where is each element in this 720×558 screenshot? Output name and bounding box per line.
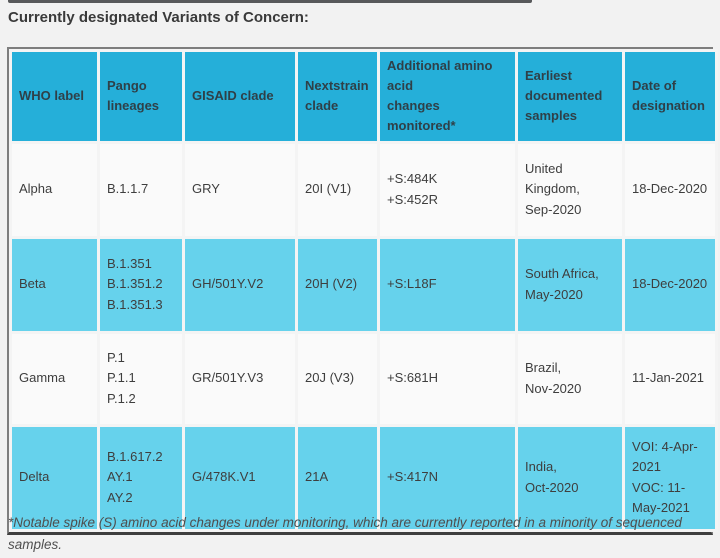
cell-gisaid-clade: GRY: [182, 140, 298, 239]
cell-date-designation: 18-Dec-2020: [622, 235, 718, 334]
cell-who-label: Gamma: [9, 330, 100, 427]
cell-date-designation: VOI: 4-Apr-2021 VOC: 11-May-2021: [622, 423, 718, 532]
column-header-gisaid-clade: GISAID clade: [182, 49, 298, 144]
cell-pango-lineages: B.1.1.7: [97, 140, 185, 239]
cell-amino-acid-changes: +S:417N: [377, 423, 518, 532]
cell-earliest-samples: United Kingdom, Sep-2020: [515, 140, 625, 239]
cell-amino-acid-changes: +S:L18F: [377, 235, 518, 334]
table-row-beta: Beta B.1.351 B.1.351.2 B.1.351.3 GH/501Y…: [9, 235, 718, 334]
cell-who-label: Alpha: [9, 140, 100, 239]
cell-earliest-samples: Brazil, Nov-2020: [515, 330, 625, 427]
header-row: WHO label Pango lineages GISAID clade Ne…: [9, 49, 718, 144]
table-row-alpha: Alpha B.1.1.7 GRY 20I (V1) +S:484K +S:45…: [9, 140, 718, 239]
cell-gisaid-clade: GR/501Y.V3: [182, 330, 298, 427]
cell-gisaid-clade: GH/501Y.V2: [182, 235, 298, 334]
variants-of-concern-table: WHO label Pango lineages GISAID clade Ne…: [7, 47, 718, 535]
column-header-nextstrain-clade: Nextstrain clade: [295, 49, 380, 144]
cell-amino-acid-changes: +S:681H: [377, 330, 518, 427]
column-header-amino-acid-changes: Additional amino acid changes monitored*: [377, 49, 518, 144]
cell-earliest-samples: India, Oct-2020: [515, 423, 625, 532]
column-header-pango-lineages: Pango lineages: [97, 49, 185, 144]
cell-nextstrain-clade: 20H (V2): [295, 235, 380, 334]
cell-gisaid-clade: G/478K.V1: [182, 423, 298, 532]
cell-amino-acid-changes: +S:484K +S:452R: [377, 140, 518, 239]
column-header-earliest-samples: Earliest documented samples: [515, 49, 625, 144]
cell-date-designation: 11-Jan-2021: [622, 330, 718, 427]
voc-table: WHO label Pango lineages GISAID clade Ne…: [9, 49, 718, 532]
table-row-gamma: Gamma P.1 P.1.1 P.1.2 GR/501Y.V3 20J (V3…: [9, 330, 718, 427]
cell-nextstrain-clade: 20J (V3): [295, 330, 380, 427]
cell-date-designation: 18-Dec-2020: [622, 140, 718, 239]
top-divider: [8, 0, 532, 3]
column-header-who-label: WHO label: [9, 49, 100, 144]
cell-earliest-samples: South Africa, May-2020: [515, 235, 625, 334]
cell-nextstrain-clade: 21A: [295, 423, 380, 532]
cell-who-label: Delta: [9, 423, 100, 532]
cell-pango-lineages: P.1 P.1.1 P.1.2: [97, 330, 185, 427]
column-header-date-designation: Date of designation: [622, 49, 718, 144]
cell-nextstrain-clade: 20I (V1): [295, 140, 380, 239]
footnote: *Notable spike (S) amino acid changes un…: [8, 515, 682, 553]
cell-who-label: Beta: [9, 235, 100, 334]
table-row-delta: Delta B.1.617.2 AY.1 AY.2 G/478K.V1 21A …: [9, 423, 718, 532]
cell-pango-lineages: B.1.351 B.1.351.2 B.1.351.3: [97, 235, 185, 334]
cell-pango-lineages: B.1.617.2 AY.1 AY.2: [97, 423, 185, 532]
page-title: Currently designated Variants of Concern…: [8, 9, 309, 26]
